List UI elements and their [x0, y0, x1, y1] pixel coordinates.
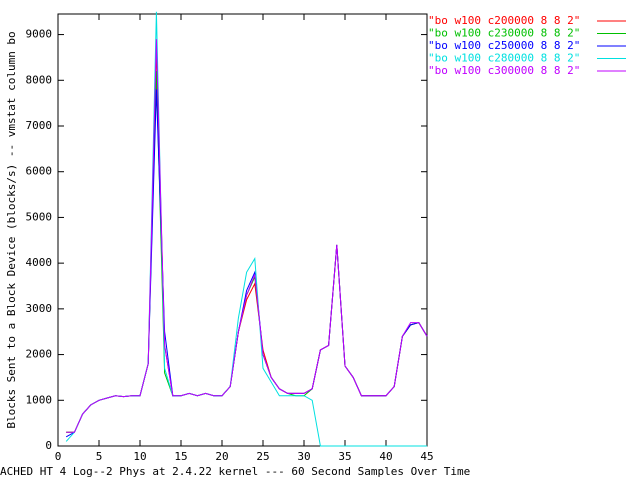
y-tick-label: 6000	[26, 165, 53, 178]
series-line	[66, 39, 428, 433]
series-line	[65, 11, 427, 447]
x-tick-label: 45	[420, 450, 433, 463]
x-tick-label: 0	[55, 450, 62, 463]
legend-label: "bo w100 c200000 8 8 2"	[428, 14, 580, 27]
plot-frame	[57, 13, 428, 447]
y-tick-label: 0	[45, 439, 52, 452]
y-tick-label: 4000	[26, 256, 53, 269]
legend-label: "bo w100 c250000 8 8 2"	[428, 39, 580, 52]
y-tick-label: 9000	[26, 28, 53, 41]
x-axis-label: ACHED HT 4 Log--2 Phys at 2.4.22 kernel …	[0, 465, 470, 478]
y-tick-label: 2000	[26, 348, 53, 361]
y-tick-label: 8000	[26, 73, 53, 86]
y-tick-label: 1000	[26, 393, 53, 406]
legend-label: "bo w100 c280000 8 8 2"	[428, 52, 580, 65]
y-tick-label: 5000	[26, 210, 53, 223]
y-axis-label: Blocks Sent to a Block Device (blocks/s)…	[5, 31, 18, 428]
x-tick-label: 35	[338, 450, 351, 463]
x-tick-label: 10	[133, 450, 146, 463]
x-tick-label: 20	[215, 450, 228, 463]
legend-label: "bo w100 c230000 8 8 2"	[428, 27, 580, 40]
x-tick-label: 25	[256, 450, 269, 463]
y-tick-label: 3000	[26, 302, 53, 315]
legend-label: "bo w100 c300000 8 8 2"	[428, 64, 580, 77]
series-line	[65, 89, 428, 438]
x-tick-label: 40	[379, 450, 392, 463]
x-tick-label: 5	[96, 450, 103, 463]
y-tick-label: 7000	[26, 119, 53, 132]
x-tick-label: 30	[297, 450, 310, 463]
x-tick-label: 15	[174, 450, 187, 463]
series-line	[66, 48, 428, 433]
series-line	[66, 71, 428, 433]
